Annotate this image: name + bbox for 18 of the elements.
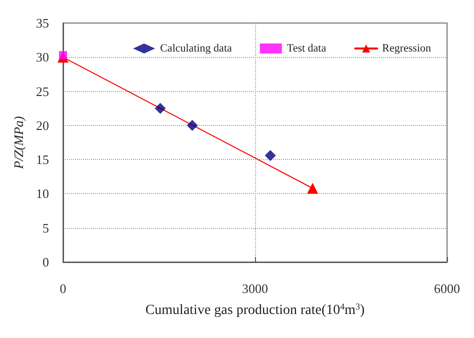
- y-tick-label: 15: [36, 152, 49, 168]
- y-tick-label: 35: [36, 16, 49, 30]
- y-tick-label: 5: [42, 220, 49, 236]
- point: [264, 150, 276, 161]
- y-tick-label: 10: [36, 186, 49, 202]
- point: [154, 102, 166, 114]
- x-tick-label: 3000: [242, 281, 268, 296]
- legend-label: Test data: [286, 42, 326, 54]
- x-tick-label: 6000: [434, 281, 460, 296]
- x-tick-label: 0: [60, 281, 66, 296]
- y-tick-label: 20: [36, 118, 49, 133]
- legend-label: Calculating data: [160, 42, 232, 54]
- y-axis-title: P/Z(MPa): [11, 116, 26, 170]
- y-tick-label: 25: [36, 84, 49, 99]
- point: [186, 120, 198, 131]
- legend-label: Regression: [382, 42, 432, 54]
- y-tick-label: 30: [36, 50, 49, 65]
- y-tick-label: 0: [42, 254, 49, 270]
